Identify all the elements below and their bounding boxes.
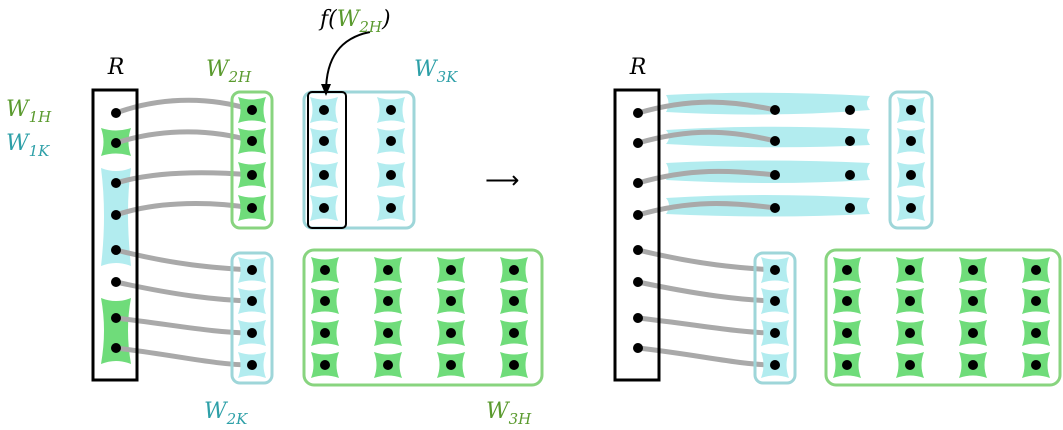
w2h-box [230, 90, 274, 230]
w1h-label: W1H [6, 97, 52, 126]
f-arrow-head [321, 84, 331, 96]
w2k-box-right [753, 251, 797, 385]
w3k-cells [310, 97, 405, 221]
r-dots-left [111, 108, 121, 353]
r-frame-left [91, 88, 139, 382]
w3h-label: W3H [486, 399, 532, 428]
w3k-label: W3K [414, 57, 458, 86]
w2h-cells [238, 97, 266, 221]
transform-arrow: ⟶ [485, 166, 519, 194]
w1h-block-lower [101, 298, 131, 364]
left-panel: R W1H W1K W2H W3K W2K W3H f(W2H) [6, 7, 544, 428]
r-label-left: R [107, 55, 125, 80]
r-frame-right [613, 88, 661, 382]
right-panel: R [613, 55, 1062, 387]
w3h-box-right [824, 248, 1062, 387]
r-label-right: R [629, 55, 647, 80]
w3k-box [302, 90, 416, 230]
w3h-box [302, 248, 544, 387]
w2k-label: W2K [204, 399, 248, 428]
w2h-label: W2H [206, 57, 252, 86]
wires-left [113, 97, 255, 368]
w3k-box-right [888, 90, 934, 230]
ribbons [666, 92, 870, 217]
w1k-label: W1K [6, 131, 50, 160]
f-label: f(W2H) [318, 7, 391, 36]
w3h-cells [311, 257, 528, 378]
f-arrow [325, 31, 371, 93]
w2k-cells [238, 257, 266, 378]
w2k-box [230, 251, 274, 385]
